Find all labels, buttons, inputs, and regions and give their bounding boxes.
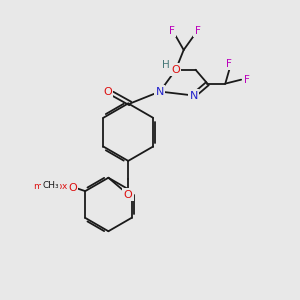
Text: methoxy: methoxy xyxy=(33,182,72,191)
Text: O: O xyxy=(65,182,74,192)
Text: N: N xyxy=(189,91,198,100)
Text: O: O xyxy=(171,65,180,75)
Text: F: F xyxy=(226,59,232,69)
Text: N: N xyxy=(156,86,164,97)
Text: F: F xyxy=(195,26,200,36)
Text: O: O xyxy=(124,190,133,200)
Text: H: H xyxy=(162,60,170,70)
Text: CH₃: CH₃ xyxy=(42,181,59,190)
Text: O: O xyxy=(103,86,112,97)
Text: F: F xyxy=(169,26,175,36)
Text: F: F xyxy=(244,75,250,85)
Text: O: O xyxy=(68,183,77,193)
